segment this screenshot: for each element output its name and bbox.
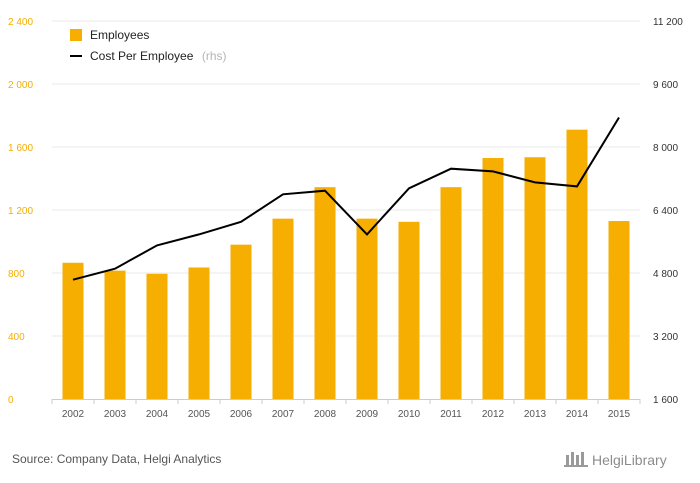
right-tick-label: 1 600 — [653, 395, 678, 406]
legend: Employees Cost Per Employee (rhs) — [70, 28, 227, 64]
x-tick-label: 2011 — [440, 409, 462, 420]
legend-swatch-employees — [70, 29, 82, 41]
x-tick-label: 2014 — [566, 409, 589, 420]
legend-label-cost-per-employee: Cost Per Employee (rhs) — [90, 47, 227, 64]
x-tick-label: 2013 — [524, 409, 547, 420]
bar-2008 — [314, 187, 336, 399]
bar-2012 — [482, 158, 504, 399]
bar-2011 — [440, 187, 462, 399]
right-tick-label: 11 200 — [653, 17, 683, 28]
bar-2007 — [272, 218, 294, 399]
right-tick-label: 9 600 — [653, 80, 678, 91]
left-tick-label: 1 200 — [8, 206, 33, 217]
left-tick-label: 2 000 — [8, 80, 33, 91]
x-tick-label: 2010 — [398, 409, 421, 420]
building-icon — [564, 452, 588, 467]
cost-per-employee-line — [72, 116, 620, 281]
legend-cost-note: (rhs) — [202, 49, 227, 63]
x-tick-label: 2012 — [482, 409, 505, 420]
bar-2009 — [356, 218, 378, 399]
legend-cost-name: Cost Per Employee — [90, 49, 194, 63]
x-tick-label: 2005 — [188, 409, 211, 420]
gridlines — [51, 20, 641, 404]
x-tick-label: 2007 — [272, 409, 295, 420]
legend-label-employees: Employees — [90, 28, 149, 42]
bar-2010 — [398, 221, 420, 399]
bar-2014 — [566, 129, 588, 400]
right-tick-label: 3 200 — [653, 332, 678, 343]
bar-2004 — [146, 273, 168, 399]
left-tick-label: 2 400 — [8, 17, 33, 28]
right-tick-label: 6 400 — [653, 206, 678, 217]
left-axis-ticks: 0 400 800 1 200 1 600 2 000 2 400 — [8, 17, 33, 406]
left-tick-label: 400 — [8, 332, 25, 343]
bar-2015 — [608, 221, 630, 399]
x-tick-label: 2004 — [146, 409, 169, 420]
brand-logo: HelgiLibrary — [564, 452, 667, 468]
bar-2006 — [230, 244, 252, 399]
left-tick-label: 0 — [8, 395, 14, 406]
bar-2013 — [524, 157, 546, 399]
right-axis-ticks: 1 600 3 200 4 800 6 400 8 000 9 600 11 200 — [653, 17, 683, 406]
x-tick-label: 2008 — [314, 409, 337, 420]
bar-2002 — [62, 262, 84, 399]
x-tick-label: 2003 — [104, 409, 127, 420]
x-tick-label: 2015 — [608, 409, 631, 420]
source-note: Source: Company Data, Helgi Analytics — [12, 452, 221, 466]
left-tick-label: 1 600 — [8, 143, 33, 154]
bar-2003 — [104, 270, 126, 399]
right-tick-label: 8 000 — [653, 143, 678, 154]
x-tick-label: 2009 — [356, 409, 379, 420]
x-axis-ticks: 2002 2003 2004 2005 2006 2007 2008 2009 2010 2011… — [62, 409, 631, 420]
x-tick-label: 2002 — [62, 409, 85, 420]
bar-2005 — [188, 267, 210, 399]
employees-bars — [62, 129, 630, 400]
right-tick-label: 4 800 — [653, 269, 678, 280]
x-tick-label: 2006 — [230, 409, 253, 420]
brand-name: HelgiLibrary — [592, 452, 667, 468]
left-tick-label: 800 — [8, 269, 25, 280]
